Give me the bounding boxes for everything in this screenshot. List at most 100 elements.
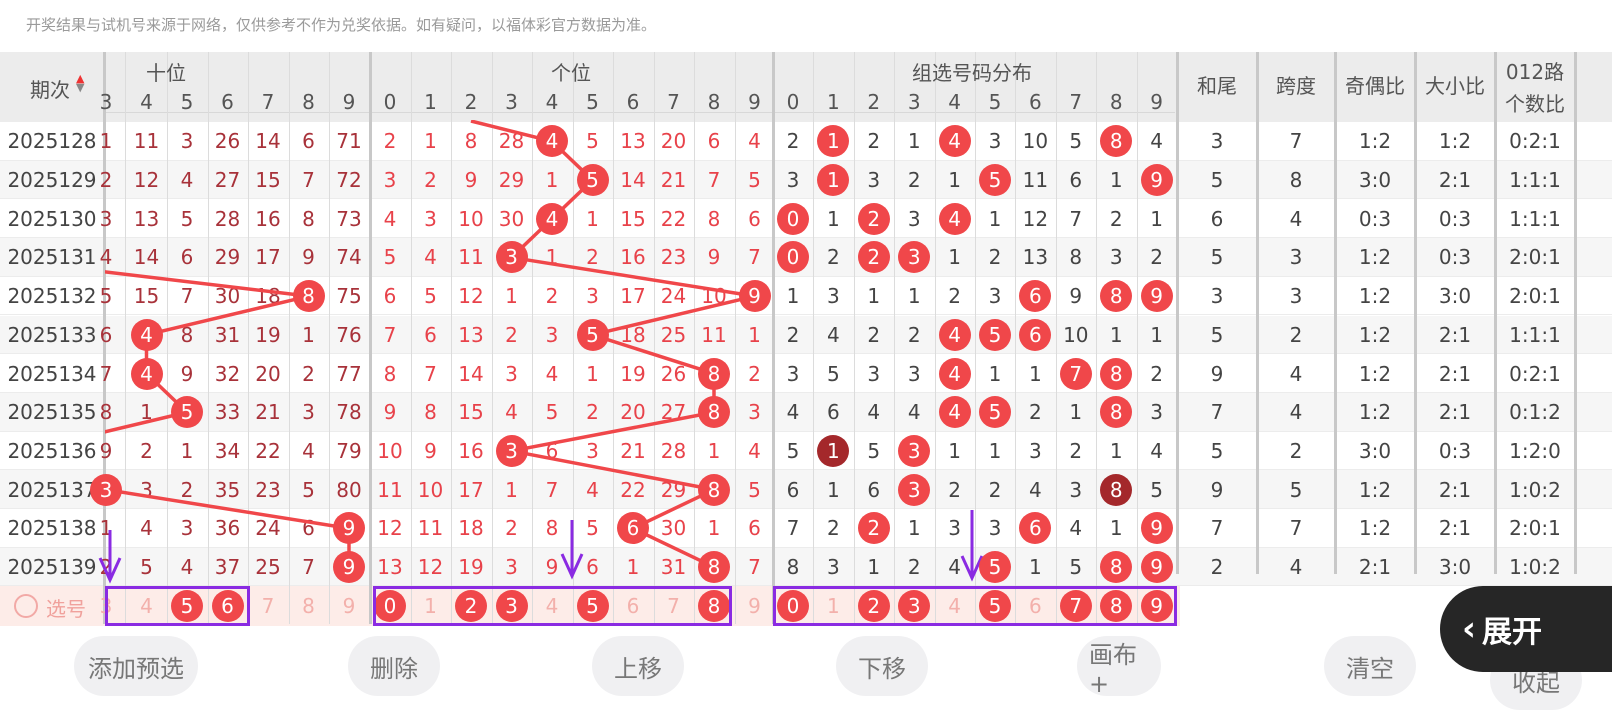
- units-select-ball[interactable]: 3: [495, 590, 528, 623]
- tens-ball: 4: [130, 357, 163, 390]
- header-mod012: 012路: [1505, 59, 1565, 84]
- tens-cell: 5: [140, 555, 153, 580]
- units-cell: 1: [505, 477, 518, 502]
- add-preselect-button[interactable]: 添加预选: [74, 636, 198, 696]
- tens-cell: 32: [214, 361, 241, 386]
- header-units-digit: 4: [545, 90, 559, 114]
- units-cell: 19: [458, 555, 484, 580]
- tens-select-ball[interactable]: 6: [211, 590, 244, 623]
- group-cell: 1: [907, 129, 921, 154]
- trend-chart-table[interactable]: 期次 ▲ ▼ 十位 个位 组选号码分布 和尾 跨度 奇偶比 大小比 012路 个数比 3 4 5 6 7 8 9 0 0…: [0, 0, 1612, 630]
- group-cell: 1: [988, 206, 1002, 231]
- units-cell: 14: [458, 361, 484, 386]
- tens-cell: 7: [302, 168, 315, 193]
- group-cell: 2: [1109, 206, 1123, 231]
- span-cell: 4: [1289, 206, 1303, 231]
- section-divider: [1256, 52, 1259, 574]
- units-cell: 12: [377, 516, 403, 541]
- group-select-ball[interactable]: 3: [898, 590, 931, 623]
- clear-button[interactable]: 清空: [1324, 636, 1416, 696]
- units-cell: 16: [458, 438, 484, 463]
- column-divider: [125, 52, 126, 624]
- units-cell: 30: [498, 206, 525, 231]
- move-down-button[interactable]: 下移: [836, 636, 928, 696]
- group-cell: 1: [948, 168, 961, 193]
- sort-icon[interactable]: ▲ ▼: [76, 72, 85, 94]
- odd-even-cell: 1:2: [1358, 477, 1392, 502]
- section-divider: [1176, 52, 1179, 574]
- group-cell: 5: [1069, 555, 1083, 580]
- move-up-button[interactable]: 上移: [592, 636, 684, 696]
- column-divider: [532, 52, 533, 624]
- group-cell: 1: [1029, 555, 1042, 580]
- big-small-cell: 2:1: [1438, 361, 1472, 386]
- units-select-digit[interactable]: 1: [424, 594, 437, 619]
- tens-select-ball[interactable]: 5: [171, 590, 203, 623]
- group-cell: 1: [786, 284, 800, 309]
- group-ball: 9: [1140, 551, 1173, 584]
- group-select-ball[interactable]: 5: [979, 590, 1011, 623]
- canvas-plus-button[interactable]: 画布+: [1077, 636, 1161, 698]
- chevron-left-icon: ‹: [1462, 609, 1477, 649]
- table-row: [0, 122, 1612, 161]
- tens-cell: 7: [180, 284, 194, 309]
- units-cell: 1: [626, 555, 640, 580]
- units-ball: 4: [536, 125, 568, 158]
- units-select-digit[interactable]: 6: [626, 594, 640, 619]
- units-select-ball[interactable]: 5: [576, 590, 609, 623]
- header-group-digit: 8: [1109, 90, 1123, 114]
- selection-box: [373, 586, 732, 627]
- header-big-small: 大小比: [1425, 73, 1485, 98]
- odd-even-cell: 1:2: [1358, 284, 1392, 309]
- units-cell: 10: [701, 284, 727, 309]
- group-cell: 1: [1069, 400, 1083, 425]
- group-ball: 8: [1100, 551, 1133, 584]
- period-cell: 2025132: [7, 284, 97, 309]
- units-select-ball[interactable]: 2: [455, 590, 487, 623]
- group-select-digit[interactable]: 6: [1029, 594, 1042, 619]
- tens-ball: 5: [171, 396, 203, 429]
- section-divider: [1414, 52, 1417, 574]
- tens-select-digit[interactable]: 4: [140, 594, 153, 619]
- units-ball: 4: [536, 202, 568, 235]
- units-select-digit[interactable]: 9: [748, 594, 761, 619]
- period-cell: 2025131: [7, 245, 97, 270]
- units-cell: 23: [660, 245, 687, 270]
- group-select-ball[interactable]: 8: [1100, 590, 1133, 623]
- units-cell: 1: [545, 168, 559, 193]
- group-select-ball[interactable]: 9: [1140, 590, 1173, 623]
- tens-select-digit[interactable]: 8: [302, 594, 315, 619]
- delete-button[interactable]: 删除: [348, 636, 440, 696]
- header-odd-even: 奇偶比: [1345, 73, 1405, 98]
- selection-box: [773, 586, 1177, 627]
- units-cell: 6: [545, 438, 559, 463]
- select-radio[interactable]: [14, 594, 38, 619]
- group-cell: 1: [1109, 322, 1123, 347]
- expand-button[interactable]: ‹ 展开: [1440, 586, 1612, 672]
- tens-select-digit[interactable]: 9: [342, 594, 356, 619]
- group-cell: 6: [827, 400, 840, 425]
- sum-tail-cell: 5: [1210, 168, 1224, 193]
- group-cell: 3: [827, 555, 840, 580]
- tens-cell: 17: [255, 245, 281, 270]
- group-cell: 10: [1022, 129, 1049, 154]
- group-select-ball[interactable]: 0: [777, 590, 809, 623]
- group-select-ball[interactable]: 7: [1059, 590, 1092, 623]
- units-cell: 8: [383, 361, 397, 386]
- units-cell: 2: [545, 284, 559, 309]
- units-select-ball[interactable]: 8: [698, 590, 730, 623]
- group-cell: 3: [786, 168, 800, 193]
- group-ball: 8: [1100, 357, 1133, 390]
- span-cell: 2: [1289, 322, 1303, 347]
- units-select-digit[interactable]: 7: [667, 594, 680, 619]
- tens-select-digit[interactable]: 7: [261, 594, 275, 619]
- group-select-digit[interactable]: 1: [827, 594, 840, 619]
- section-divider: [772, 52, 775, 624]
- units-select-ball[interactable]: 0: [374, 590, 406, 623]
- group-ball: 9: [1140, 280, 1173, 313]
- units-cell: 1: [586, 206, 599, 231]
- units-select-digit[interactable]: 4: [545, 594, 559, 619]
- group-select-ball[interactable]: 2: [857, 590, 890, 623]
- units-cell: 4: [545, 361, 559, 386]
- group-select-digit[interactable]: 4: [948, 594, 961, 619]
